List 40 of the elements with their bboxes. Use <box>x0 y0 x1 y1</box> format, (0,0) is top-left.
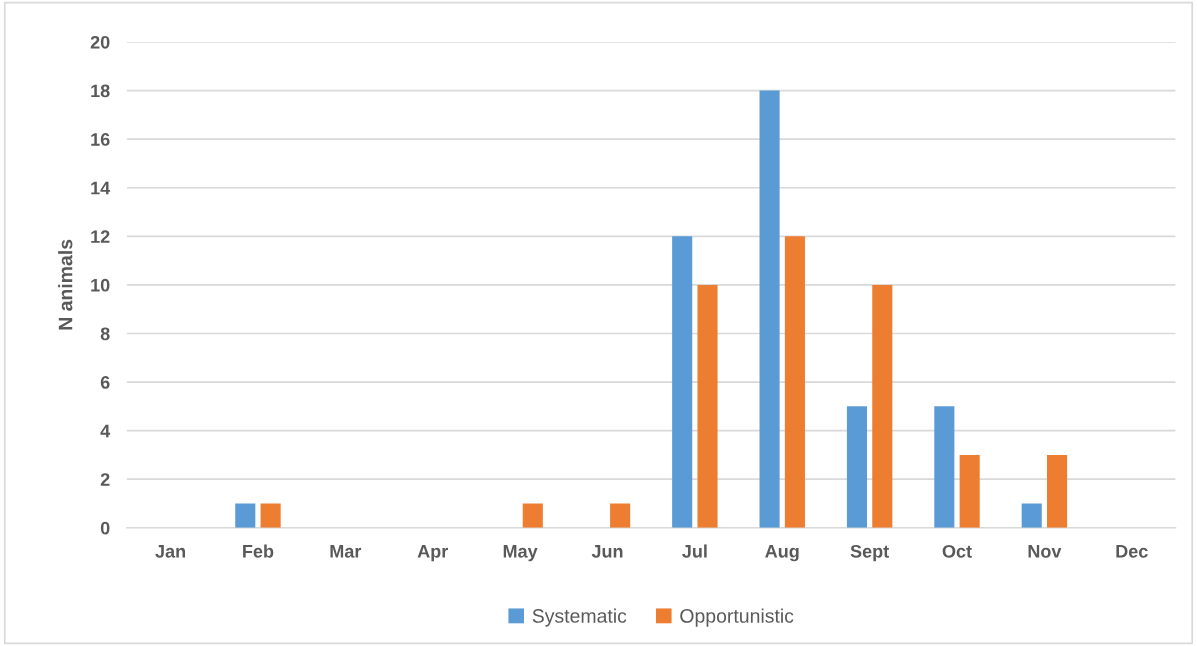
bar <box>697 284 718 528</box>
y-tick-label: 10 <box>91 278 110 292</box>
bar <box>784 236 805 528</box>
bar <box>1047 454 1068 528</box>
y-tick-label: 0 <box>100 521 110 535</box>
bar <box>235 503 256 528</box>
bar <box>260 503 281 528</box>
bar <box>959 454 980 528</box>
legend-label: Systematic <box>532 608 627 627</box>
y-tick-label: 20 <box>90 35 110 49</box>
x-tick-label: Jan <box>155 545 186 558</box>
bar <box>846 406 867 528</box>
bar <box>522 503 543 528</box>
y-axis-title: N animals <box>58 239 73 330</box>
y-tick-label: 12 <box>91 230 110 243</box>
y-tick-label: 16 <box>91 133 110 146</box>
x-tick-label: Jun <box>591 545 623 558</box>
bar <box>934 406 955 528</box>
y-tick-label: 4 <box>100 424 111 438</box>
bar <box>872 284 893 528</box>
x-tick-label: Jul <box>682 544 707 558</box>
x-tick-label: Nov <box>1028 545 1062 558</box>
x-tick-label: Aug <box>765 545 799 562</box>
y-tick-label: 14 <box>91 181 111 195</box>
x-tick-label: Mar <box>330 545 362 558</box>
x-tick-label: Oct <box>942 544 972 558</box>
bar <box>672 236 693 528</box>
x-tick-label: Sept <box>850 544 889 562</box>
bar <box>759 90 780 528</box>
bar <box>1021 503 1042 528</box>
y-tick-label: 18 <box>91 84 110 98</box>
legend-label: Opportunistic <box>680 608 794 627</box>
y-tick-label: 6 <box>100 375 110 389</box>
x-tick-label: Apr <box>417 545 448 562</box>
x-tick-label: Feb <box>243 544 274 558</box>
bar <box>610 503 631 528</box>
y-tick-label: 2 <box>100 473 110 486</box>
y-tick-label: 8 <box>100 327 110 341</box>
x-tick-label: May <box>503 545 538 562</box>
x-tick-label: Dec <box>1116 545 1148 558</box>
